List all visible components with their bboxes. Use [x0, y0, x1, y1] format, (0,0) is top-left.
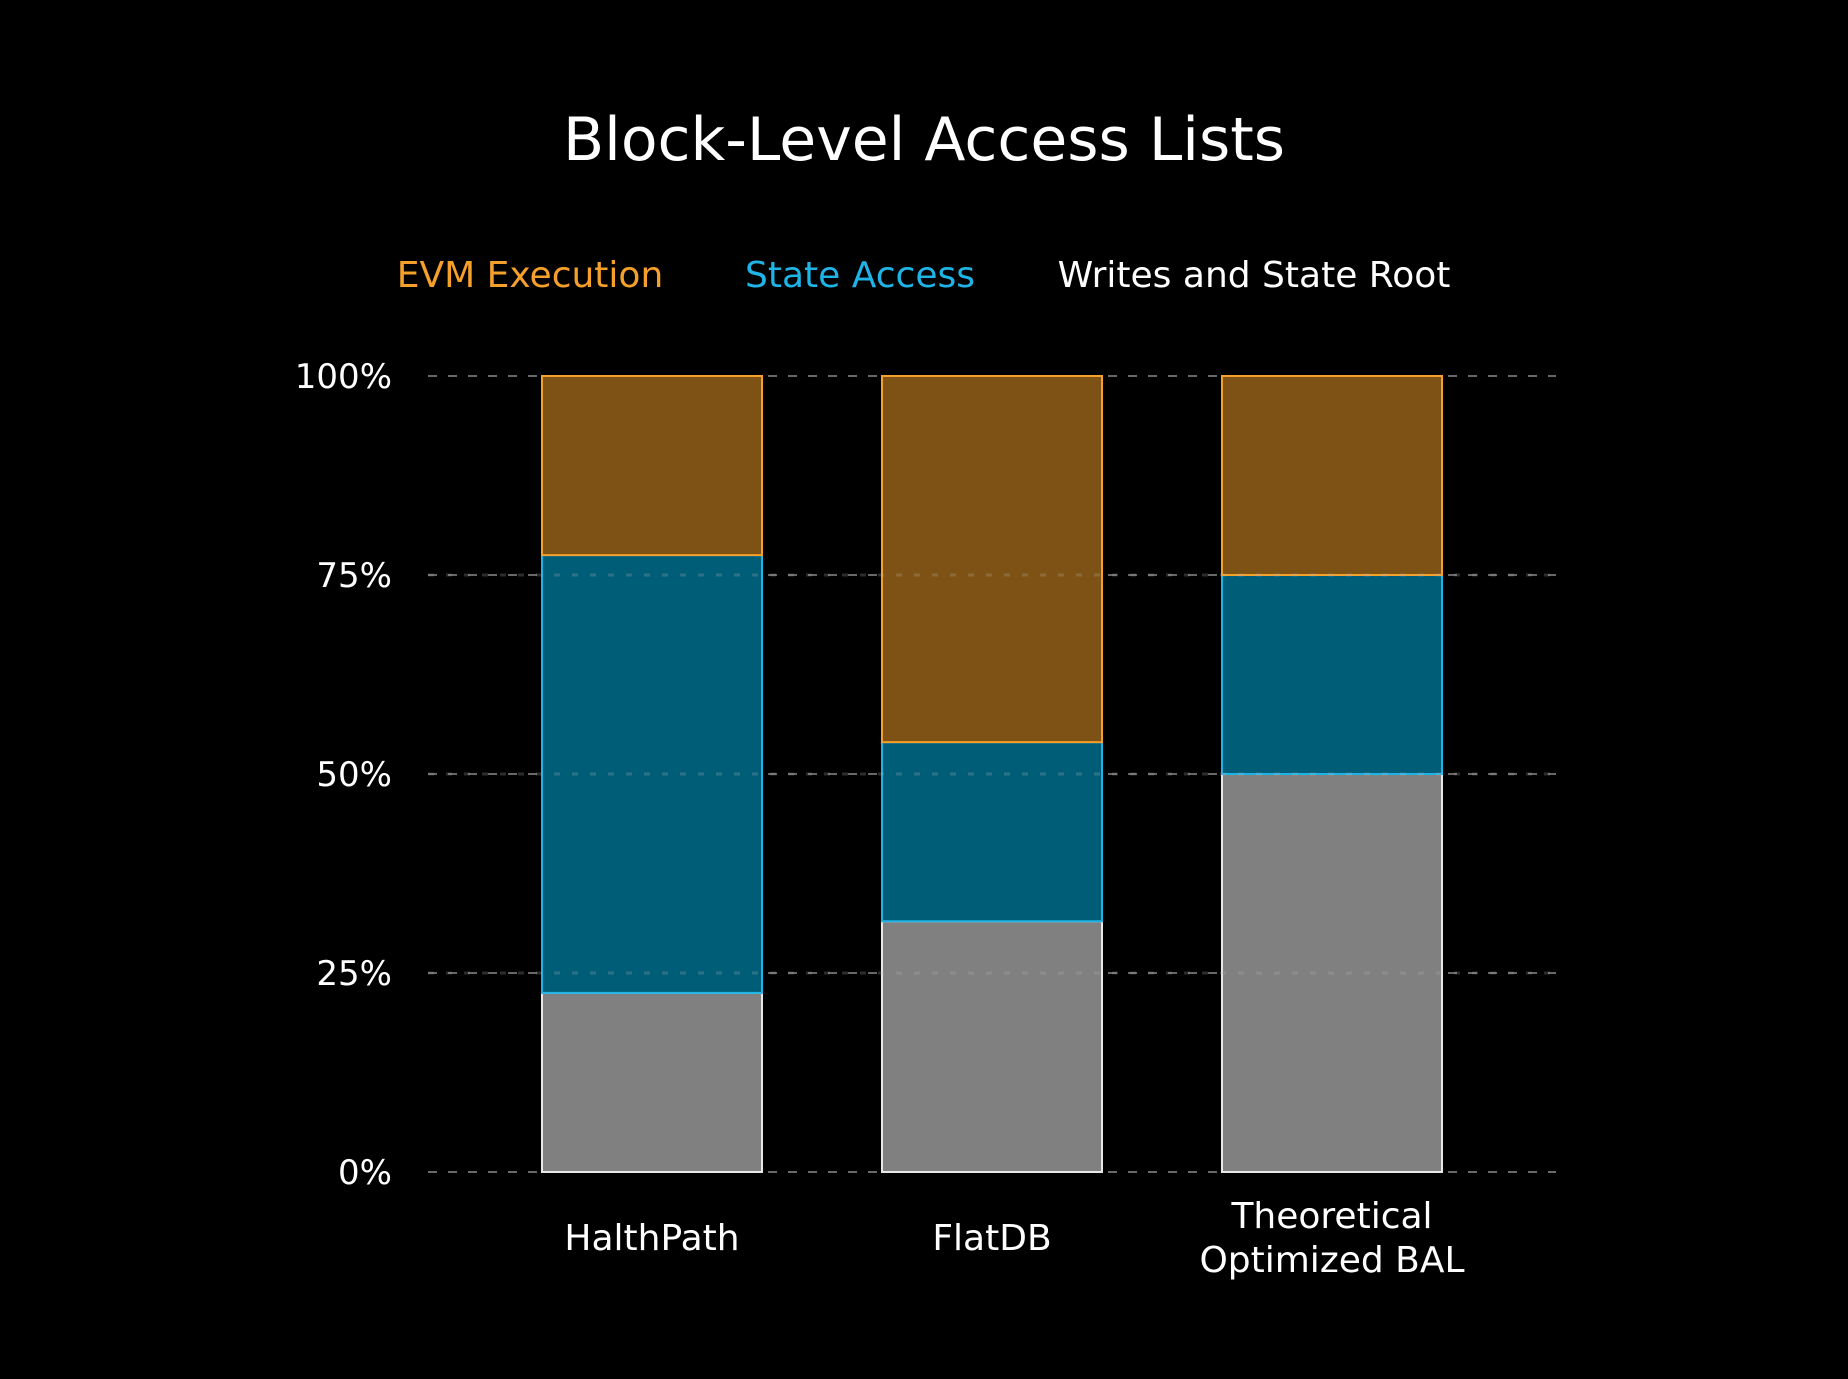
- bar-segment-1-1: [881, 741, 1103, 923]
- bar-segment-2-0: [1221, 773, 1443, 1173]
- y-tick-label-0: 0%: [338, 1153, 392, 1193]
- y-tick-label-1: 25%: [316, 954, 392, 994]
- x-category-label-0: HalthPath: [564, 1218, 739, 1259]
- y-tick-label-3: 75%: [316, 556, 392, 596]
- grid-overlay: [428, 573, 1556, 975]
- bar-segment-1-2: [881, 375, 1103, 744]
- bars: [541, 375, 1443, 1174]
- y-axis-ticks: 0% 25% 50% 75% 100%: [295, 357, 392, 1193]
- bar-segment-2-1: [1221, 574, 1443, 775]
- bar-segment-0-2: [541, 375, 763, 557]
- legend: EVM Execution State Access Writes and Stat…: [397, 255, 1451, 296]
- chart-title: Block-Level Access Lists: [563, 105, 1285, 175]
- legend-item-2: Writes and State Root: [1058, 255, 1451, 296]
- y-tick-label-2: 50%: [316, 755, 392, 795]
- bar-segment-0-0: [541, 991, 763, 1174]
- bar-segment-2-2: [1221, 375, 1443, 576]
- x-category-label-2: Theoretical Optimized BAL: [1199, 1196, 1464, 1281]
- y-tick-label-4: 100%: [295, 357, 392, 397]
- legend-item-1: State Access: [745, 255, 975, 296]
- bar-segment-1-0: [881, 920, 1103, 1174]
- bar-segment-0-1: [541, 554, 763, 994]
- x-category-label-1: FlatDB: [932, 1218, 1051, 1259]
- legend-item-0: EVM Execution: [397, 255, 664, 296]
- x-axis-categories: HalthPath FlatDB Theoretical Optimized BAL: [564, 1196, 1464, 1281]
